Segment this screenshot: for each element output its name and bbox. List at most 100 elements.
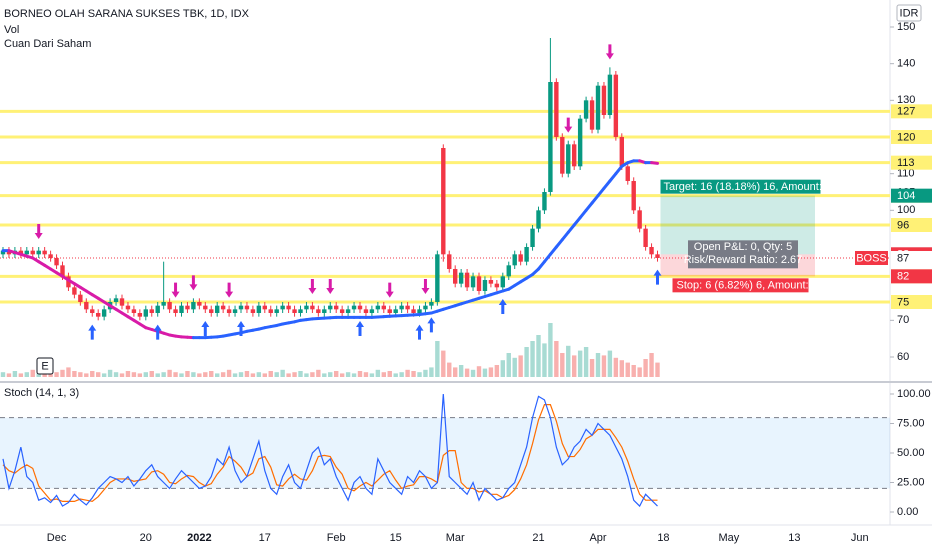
volume-bar xyxy=(405,369,410,377)
candle-body xyxy=(595,85,601,130)
stoch-tick-label: 100.00 xyxy=(897,388,931,400)
candle-body xyxy=(244,305,250,310)
candle-body xyxy=(583,100,589,119)
candle-body xyxy=(167,302,172,310)
earnings-label[interactable]: E xyxy=(41,360,48,372)
volume-bar xyxy=(78,372,83,377)
candle-body xyxy=(351,305,357,310)
volume-bar xyxy=(530,341,535,377)
candle-body xyxy=(524,247,529,262)
candle-body xyxy=(274,309,279,313)
volume-bar xyxy=(512,357,517,377)
candle-body xyxy=(149,309,154,313)
stoch-tick-label: 50.00 xyxy=(897,447,925,459)
x-tick-label: Apr xyxy=(589,532,606,544)
candle-body xyxy=(476,276,482,291)
volume-bar xyxy=(339,373,345,377)
volume-bar xyxy=(191,372,196,377)
stoch-k-line xyxy=(2,393,658,508)
volume-bar xyxy=(566,345,571,377)
volume-bar xyxy=(328,372,333,377)
candle-body xyxy=(560,137,565,174)
x-tick-label: 15 xyxy=(390,532,402,544)
volume-bar xyxy=(42,372,47,377)
volume-bar xyxy=(280,369,285,377)
volume-bar xyxy=(316,369,321,377)
candle-body xyxy=(30,250,35,255)
x-tick-label: Mar xyxy=(446,532,465,544)
candle-body xyxy=(357,305,363,310)
volume-bar xyxy=(220,372,226,377)
volume-bar xyxy=(125,371,131,377)
candle-body xyxy=(625,166,630,181)
candle-body xyxy=(328,305,333,310)
volume-bar xyxy=(36,373,41,377)
volume-bar xyxy=(215,373,220,377)
volume-bar xyxy=(589,359,595,377)
candle-body xyxy=(161,302,166,306)
target-label: Target: 16 (18.18%) 16, Amount: 1080 xyxy=(664,181,850,193)
volume-bar xyxy=(613,357,619,377)
volume-bar xyxy=(310,372,315,377)
x-tick-label: 17 xyxy=(259,532,271,544)
x-tick-label: Jun xyxy=(851,532,869,544)
candle-body xyxy=(101,309,107,317)
ma-line xyxy=(554,238,564,249)
currency-box[interactable] xyxy=(896,4,922,22)
ratio-label: Risk/Reward Ratio: 2.67 xyxy=(684,254,803,266)
symbol-label: BOSS xyxy=(856,252,887,264)
volume-bar xyxy=(577,350,583,377)
ma-line xyxy=(590,194,600,205)
level-label-box xyxy=(891,295,932,309)
ma-line xyxy=(537,260,546,271)
candle-body xyxy=(577,118,583,167)
volume-bar xyxy=(625,362,630,377)
candle-body xyxy=(387,309,392,313)
volume-bar xyxy=(375,369,381,377)
candle-body xyxy=(209,309,214,313)
candle-body xyxy=(191,302,196,310)
ma-line xyxy=(566,223,576,234)
candle-body xyxy=(488,280,494,284)
candle-body xyxy=(345,309,351,313)
candle-body xyxy=(137,313,143,317)
earnings-badge[interactable] xyxy=(36,357,54,375)
ma-line xyxy=(560,230,570,242)
candle-body xyxy=(96,313,101,317)
stop-label: Stop: 6 (6.82%) 6, Amount: 970 xyxy=(677,280,830,292)
x-tick-label: 18 xyxy=(657,532,669,544)
candle-body xyxy=(655,254,660,258)
buy-arrow xyxy=(427,317,436,333)
candle-body xyxy=(36,250,41,255)
currency[interactable]: IDR xyxy=(900,7,919,19)
ma-line xyxy=(542,252,552,264)
volume-bar xyxy=(345,372,351,377)
volume-bar xyxy=(197,373,202,377)
candle-body xyxy=(506,265,511,277)
stoch-tick-label: 75.00 xyxy=(897,417,925,429)
candle-body xyxy=(589,100,595,130)
candle-body xyxy=(215,305,220,313)
buy-arrow xyxy=(356,321,364,336)
candle-body xyxy=(619,137,624,167)
volume-bar xyxy=(560,353,565,377)
candle-body xyxy=(220,305,226,310)
volume-bar xyxy=(54,372,59,377)
candle-body xyxy=(548,82,553,192)
volume-bar xyxy=(72,371,77,377)
candle-body xyxy=(423,305,428,310)
level-label: 113 xyxy=(897,157,915,169)
volume-bar xyxy=(399,372,404,377)
volume-bar xyxy=(30,369,35,377)
candle-body xyxy=(113,298,119,302)
candle-body xyxy=(369,309,375,313)
volume-bar xyxy=(60,369,65,377)
volume-bar xyxy=(458,365,464,377)
volume-bar xyxy=(387,371,392,377)
candle-body xyxy=(310,305,315,310)
stoch-tick-label: 25.00 xyxy=(897,476,925,488)
candle-body xyxy=(494,283,500,288)
volume-bar xyxy=(441,350,446,377)
price-label-box xyxy=(891,251,932,265)
level-label: 127 xyxy=(897,106,915,118)
